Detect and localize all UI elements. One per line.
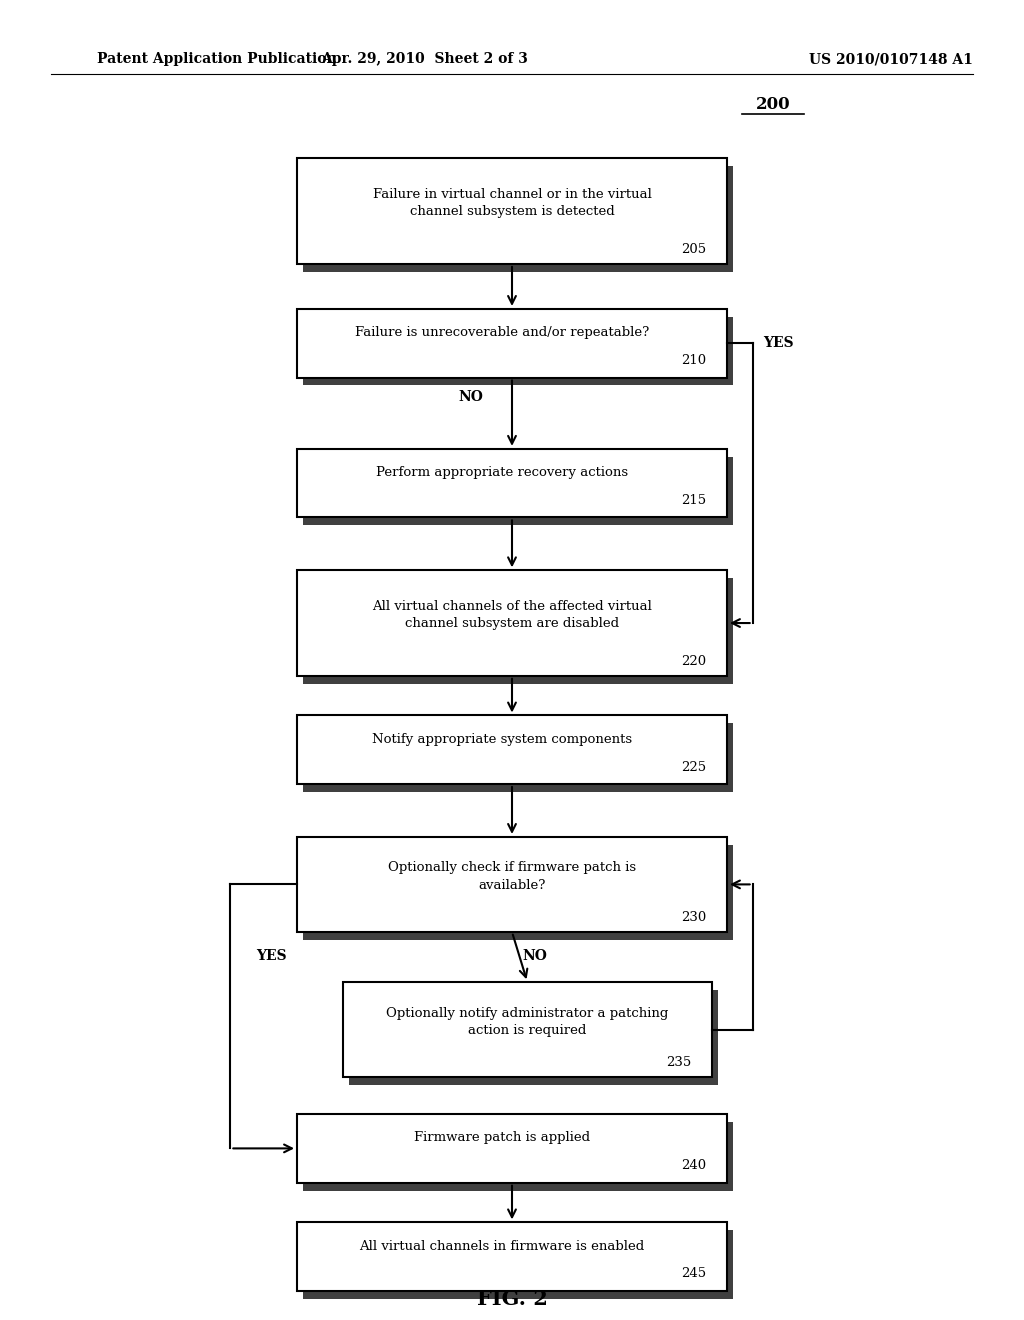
FancyBboxPatch shape: [303, 1122, 733, 1191]
FancyBboxPatch shape: [303, 166, 733, 272]
Text: All virtual channels of the affected virtual: All virtual channels of the affected vir…: [372, 601, 652, 612]
Text: All virtual channels in firmware is enabled: All virtual channels in firmware is enab…: [359, 1239, 644, 1253]
FancyBboxPatch shape: [303, 578, 733, 684]
Text: Perform appropriate recovery actions: Perform appropriate recovery actions: [376, 466, 628, 479]
Text: Failure in virtual channel or in the virtual: Failure in virtual channel or in the vir…: [373, 189, 651, 201]
Text: channel subsystem is detected: channel subsystem is detected: [410, 206, 614, 218]
Text: channel subsystem are disabled: channel subsystem are disabled: [404, 618, 620, 630]
FancyBboxPatch shape: [297, 837, 727, 932]
Text: 200: 200: [756, 96, 791, 112]
Text: Patent Application Publication: Patent Application Publication: [97, 53, 337, 66]
Text: 245: 245: [681, 1267, 707, 1280]
Text: Optionally notify administrator a patching: Optionally notify administrator a patchi…: [386, 1007, 669, 1019]
Text: FIG. 2: FIG. 2: [476, 1290, 548, 1309]
Text: 240: 240: [681, 1159, 707, 1172]
Text: 220: 220: [681, 655, 707, 668]
FancyBboxPatch shape: [297, 570, 727, 676]
FancyBboxPatch shape: [297, 449, 727, 517]
Text: available?: available?: [478, 879, 546, 891]
FancyBboxPatch shape: [343, 982, 712, 1077]
Text: 210: 210: [681, 354, 707, 367]
Text: NO: NO: [522, 949, 547, 962]
FancyBboxPatch shape: [303, 723, 733, 792]
Text: YES: YES: [256, 949, 287, 962]
Text: Failure is unrecoverable and/or repeatable?: Failure is unrecoverable and/or repeatab…: [354, 326, 649, 339]
Text: YES: YES: [763, 337, 794, 350]
Text: Firmware patch is applied: Firmware patch is applied: [414, 1131, 590, 1144]
FancyBboxPatch shape: [303, 317, 733, 385]
Text: action is required: action is required: [468, 1024, 587, 1036]
FancyBboxPatch shape: [297, 1222, 727, 1291]
FancyBboxPatch shape: [349, 990, 718, 1085]
Text: 215: 215: [681, 494, 707, 507]
FancyBboxPatch shape: [303, 1230, 733, 1299]
Text: 235: 235: [666, 1056, 691, 1069]
Text: Notify appropriate system components: Notify appropriate system components: [372, 733, 632, 746]
FancyBboxPatch shape: [303, 457, 733, 525]
Text: Apr. 29, 2010  Sheet 2 of 3: Apr. 29, 2010 Sheet 2 of 3: [322, 53, 528, 66]
FancyBboxPatch shape: [297, 309, 727, 378]
FancyBboxPatch shape: [297, 715, 727, 784]
FancyBboxPatch shape: [297, 1114, 727, 1183]
Text: 205: 205: [681, 243, 707, 256]
FancyBboxPatch shape: [297, 158, 727, 264]
Text: US 2010/0107148 A1: US 2010/0107148 A1: [809, 53, 973, 66]
Text: Optionally check if firmware patch is: Optionally check if firmware patch is: [388, 862, 636, 874]
Text: NO: NO: [459, 391, 483, 404]
Text: 230: 230: [681, 911, 707, 924]
Text: 225: 225: [681, 760, 707, 774]
FancyBboxPatch shape: [303, 845, 733, 940]
